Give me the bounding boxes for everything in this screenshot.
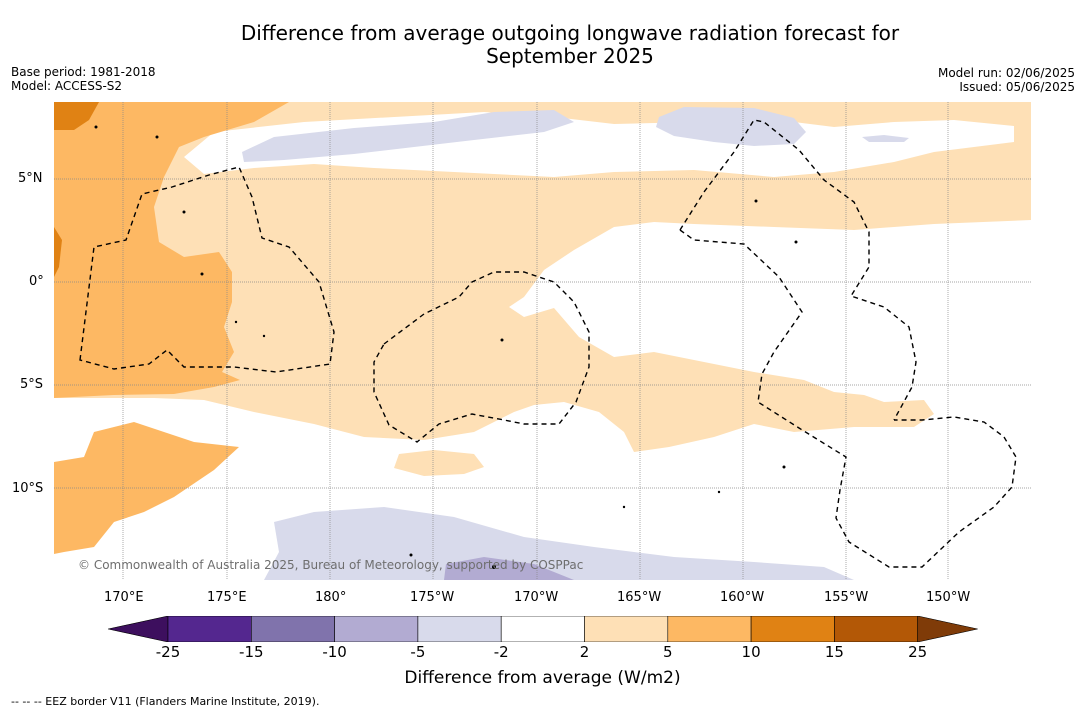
model-name: Model: ACCESS-S2 [11, 79, 123, 93]
eez-borders [79, 119, 1017, 568]
colorbar-swatch [834, 616, 919, 642]
lat-label-5n: 5°N [18, 171, 43, 186]
colorbar-extend-max [917, 616, 978, 642]
lon-label-150w: 150°W [926, 590, 971, 605]
map-title: Difference from average outgoing longwav… [0, 22, 1085, 68]
colorbar-tick-label: 15 [824, 643, 844, 661]
lon-label-175w: 175°W [410, 590, 455, 605]
colorbar-tick-label: 2 [579, 643, 590, 661]
colorbar-tick-label: -25 [155, 643, 181, 661]
colorbar-swatch [334, 616, 419, 642]
colorbar-extend-min [108, 616, 169, 642]
anomaly-region-neg2-neg5-south [264, 507, 854, 580]
anomaly-region-10-15-b [54, 227, 62, 277]
colorbar-tick-label: -5 [410, 643, 426, 661]
anomaly-region-2-5-islet [394, 450, 484, 476]
lat-label-10s: 10°S [12, 481, 44, 496]
lat-label-5s: 5°S [20, 377, 44, 392]
base-period: Base period: 1981-2018 [11, 65, 156, 79]
title-line-2: September 2025 [486, 44, 654, 68]
anomaly-region-10-15-a [54, 102, 99, 130]
colorbar-tick-label: -10 [322, 643, 347, 661]
colorbar [108, 616, 978, 642]
colorbar-swatches [108, 616, 978, 642]
lat-label-0: 0° [29, 274, 44, 289]
anomaly-region-5-10-west [54, 102, 289, 398]
colorbar-swatch [584, 616, 669, 642]
lon-label-180: 180° [315, 590, 347, 605]
lon-label-155w: 155°W [824, 590, 869, 605]
colorbar-swatch [667, 616, 752, 642]
anomaly-region-neg2-neg5-north-b [656, 107, 806, 146]
islands [94, 125, 798, 569]
colorbar-label: Difference from average (W/m2) [404, 668, 681, 688]
colorbar-swatch [251, 616, 335, 642]
model-run: Model run: 02/06/2025 [937, 66, 1075, 80]
anomaly-region-2-5 [54, 102, 1031, 452]
colorbar-swatch [167, 616, 252, 642]
lon-label-165w: 165°W [617, 590, 662, 605]
colorbar-tick-label: -15 [239, 643, 264, 661]
colorbar-tick-label: 10 [741, 643, 761, 661]
colorbar-swatch [750, 616, 835, 642]
issued-date: Issued: 05/06/2025 [959, 80, 1075, 94]
colorbar-tick-label: -2 [493, 643, 509, 661]
lon-label-160w: 160°W [720, 590, 765, 605]
anomaly-region-neg5-neg10-south [444, 557, 574, 580]
meta-right: Model run: 02/06/2025 Issued: 05/06/2025 [938, 66, 1075, 94]
colorbar-tick-label: 5 [663, 643, 673, 661]
anomaly-region-neg2-neg5-north-c [862, 135, 909, 142]
lon-label-170w: 170°W [514, 590, 559, 605]
colorbar-swatch [500, 616, 585, 642]
olr-anomaly-map [54, 102, 1031, 580]
colorbar-tick-label: 25 [908, 643, 928, 661]
meta-left: Base period: 1981-2018 Model: ACCESS-S2 [11, 65, 156, 93]
lon-label-170e: 170°E [104, 590, 144, 605]
copyright-notice: © Commonwealth of Australia 2025, Bureau… [78, 558, 584, 572]
eez-footnote: -- -- -- EEZ border V11 (Flanders Marine… [11, 695, 320, 708]
title-line-1: Difference from average outgoing longwav… [240, 21, 900, 45]
colorbar-swatch [417, 616, 502, 642]
graticule [54, 102, 1031, 580]
anomaly-region-neg2-neg5-north-a [242, 110, 574, 162]
lon-label-175e: 175°E [207, 590, 247, 605]
